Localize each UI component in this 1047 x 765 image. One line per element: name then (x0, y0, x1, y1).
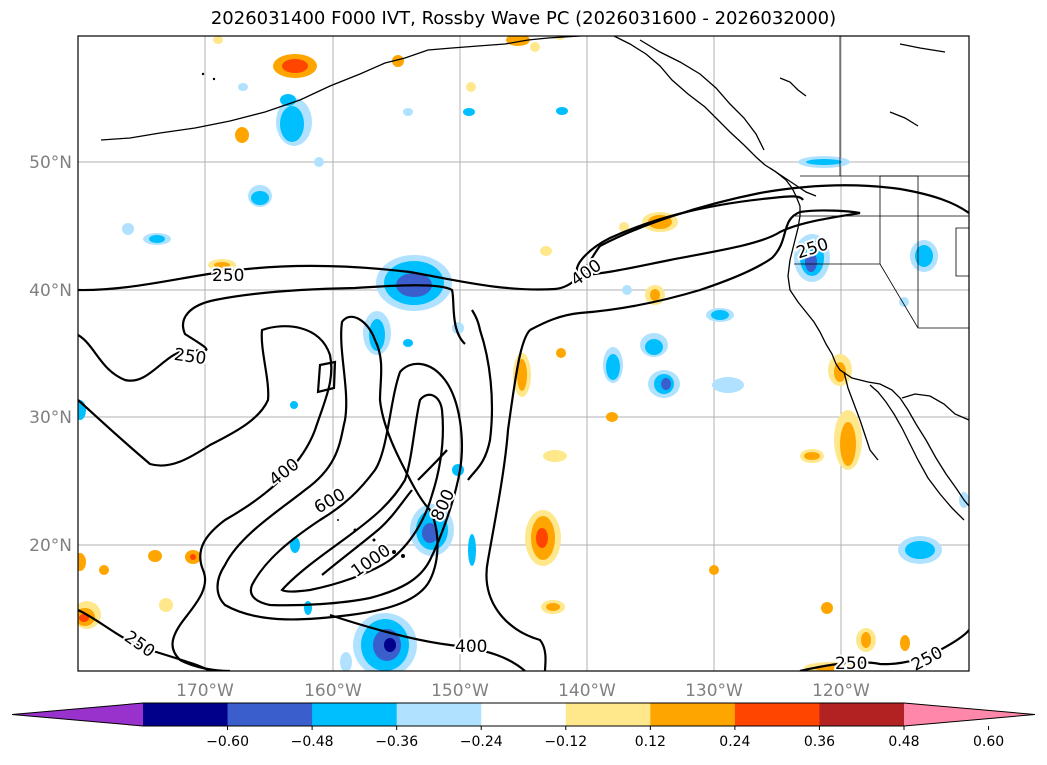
colorbar-tick-label: 0.12 (635, 734, 666, 750)
lat-label: 30°N (29, 408, 72, 428)
colorbar-tick-label: −0.60 (206, 734, 249, 750)
map-title: 2026031400 F000 IVT, Rossby Wave PC (202… (210, 8, 837, 29)
lat-label: 20°N (29, 536, 72, 556)
contour-label-400: 400 (455, 637, 487, 657)
lat-label: 50°N (29, 153, 72, 173)
colorbar-segment (650, 703, 736, 726)
lon-label: 140°W (558, 681, 616, 701)
colorbar-tick-label: 0.48 (888, 734, 919, 750)
colorbar-tick-label: −0.36 (375, 734, 418, 750)
islands (201, 72, 405, 558)
state-borders (794, 36, 969, 329)
colorbar-extend-high (904, 703, 1035, 726)
colorbar-tick-label: 0.60 (973, 734, 1004, 750)
colorbar-segment (734, 703, 820, 726)
colorbar-segment (396, 703, 482, 726)
longitude-labels: 170°W 160°W 150°W 140°W 130°W 120°W (176, 681, 870, 701)
colorbar-segment (481, 703, 567, 726)
contour-label-250: 250 (173, 345, 208, 369)
colorbar-segment (143, 703, 229, 726)
colorbar-segment (565, 703, 651, 726)
colorbar-tick-label: −0.24 (460, 734, 503, 750)
colorbar-segment (227, 703, 313, 726)
lon-label: 170°W (176, 681, 234, 701)
colorbar-segment (312, 703, 398, 726)
colorbar-segment (819, 703, 905, 726)
colorbar-tick-label: 0.36 (804, 734, 835, 750)
colorbar (11, 702, 1036, 727)
lat-label: 40°N (29, 281, 72, 301)
colorbar-tick-label: −0.12 (544, 734, 587, 750)
colorbar-extend-low (12, 703, 143, 726)
lon-label: 120°W (812, 681, 870, 701)
ivt-contours (78, 184, 969, 671)
map-frame (77, 35, 970, 672)
contour-label-250: 250 (212, 266, 244, 286)
coastlines (100, 36, 969, 521)
lon-label: 130°W (685, 681, 743, 701)
ivt-shading (78, 36, 969, 671)
colorbar-ticks: −0.60 −0.48 −0.36 −0.24 −0.12 0.12 0.24 0.36 0.4… (206, 726, 1004, 750)
colorbar-outline (11, 702, 1036, 727)
lon-label: 150°W (431, 681, 489, 701)
latitude-labels: 50°N 40°N 30°N 20°N (29, 153, 72, 556)
colorbar-tick-label: 0.24 (719, 734, 750, 750)
colorbar-tick-label: −0.48 (291, 734, 334, 750)
contour-label-250: 250 (835, 654, 867, 674)
lon-label: 160°W (304, 681, 362, 701)
